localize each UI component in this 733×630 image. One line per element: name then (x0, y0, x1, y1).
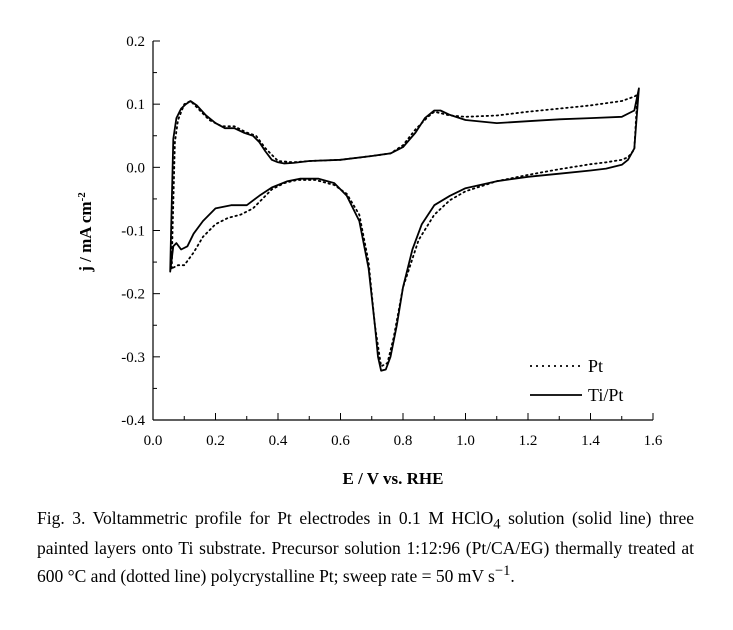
y-tick-label: -0.4 (121, 413, 145, 429)
legend-label-pt: Pt (588, 356, 603, 376)
y-axis-label: j / mA cm-2 (76, 192, 95, 273)
x-tick-label: 0.4 (269, 433, 288, 449)
caption-text-2: solution (solid line) three painted laye… (37, 508, 694, 586)
axes (152, 41, 653, 421)
x-tick-label: 0.2 (206, 433, 225, 449)
caption-subscript: 4 (493, 516, 501, 533)
x-tick-label: 1.2 (519, 433, 538, 449)
tick-marks (152, 40, 654, 421)
caption-text-3: . (510, 565, 515, 586)
x-tick-label: 0.8 (394, 433, 413, 449)
y-tick-label: -0.3 (121, 350, 145, 366)
x-tick-label: 1.4 (581, 433, 600, 449)
y-tick-label: -0.2 (121, 287, 145, 303)
y-tick-label: -0.1 (121, 224, 145, 240)
caption-text-1: Fig. 3. Voltammetric profile for Pt elec… (37, 508, 494, 528)
voltammogram-chart: 0.0 0.2 0.4 0.6 0.8 1.0 1.2 1.4 1.6 -0.4 -0.3 -0.2 -… (76, 34, 663, 488)
legend-label-ti-pt: Ti/Pt (588, 385, 623, 405)
y-tick-label: 0.0 (126, 160, 145, 176)
data-series (169, 87, 640, 372)
y-tick-label: 0.1 (126, 97, 145, 113)
x-tick-label: 1.0 (456, 433, 475, 449)
y-tick-label: 0.2 (126, 34, 145, 50)
x-axis-label: E / V vs. RHE (343, 469, 444, 488)
tick-labels: 0.0 0.2 0.4 0.6 0.8 1.0 1.2 1.4 1.6 -0.4 -0.3 -0.2 -… (121, 34, 663, 449)
legend: Pt Ti/Pt (530, 356, 623, 405)
x-tick-label: 1.6 (644, 433, 663, 449)
x-tick-label: 0.6 (331, 433, 350, 449)
series-line-ti-pt (169, 87, 640, 372)
series-line-pt (170, 93, 639, 368)
x-tick-label: 0.0 (144, 433, 163, 449)
caption-superscript: −1 (494, 562, 511, 579)
figure-caption: Fig. 3. Voltammetric profile for Pt elec… (37, 507, 694, 587)
